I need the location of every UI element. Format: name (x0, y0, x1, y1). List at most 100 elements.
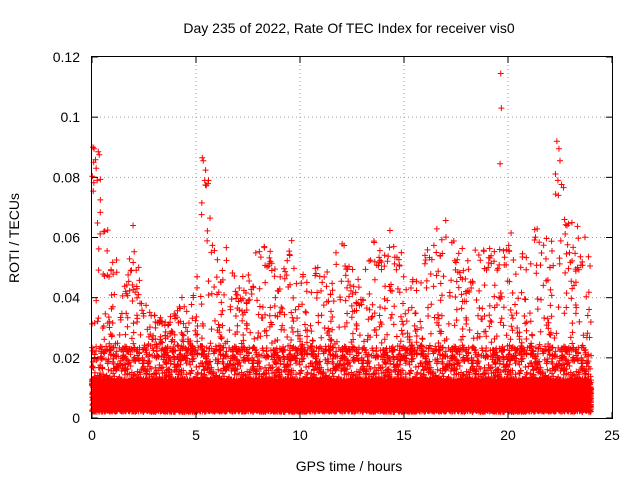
data-point (100, 228, 107, 235)
data-point (97, 209, 104, 216)
data-point (108, 267, 115, 274)
data-point (239, 317, 246, 324)
data-point (218, 299, 225, 306)
data-point (207, 215, 214, 222)
data-point (219, 267, 226, 274)
data-point (100, 323, 107, 330)
data-point (104, 227, 111, 234)
data-point (130, 329, 137, 336)
data-point (214, 256, 221, 263)
data-point (124, 314, 131, 321)
data-point (151, 312, 158, 319)
data-point (252, 249, 259, 256)
data-point (223, 244, 230, 251)
data-point (91, 351, 98, 358)
data-point (97, 176, 104, 183)
data-point (111, 291, 118, 298)
data-point (194, 284, 201, 291)
data-point (101, 336, 108, 343)
data-point (137, 331, 144, 338)
data-point (215, 321, 222, 328)
data-point (109, 320, 116, 327)
data-point (217, 347, 224, 354)
data-point (240, 332, 247, 339)
data-point (198, 211, 205, 218)
data-point (209, 242, 216, 249)
data-point (98, 355, 105, 362)
data-point (130, 222, 137, 229)
data-point (109, 303, 116, 310)
data-point (171, 310, 178, 317)
data-point (99, 355, 106, 362)
data-point (257, 254, 264, 261)
data-point (101, 228, 108, 235)
data-point (202, 167, 209, 174)
data-point (256, 248, 263, 255)
data-point (114, 340, 121, 347)
data-point (213, 274, 220, 281)
data-point (129, 282, 136, 289)
data-point (193, 313, 200, 320)
data-point (105, 358, 112, 365)
data-point (126, 255, 133, 262)
data-point (95, 245, 102, 252)
data-point (113, 348, 120, 355)
data-point (254, 297, 261, 304)
data-point (89, 173, 96, 180)
data-point (254, 334, 261, 341)
data-point (244, 322, 251, 329)
data-point (255, 311, 262, 318)
data-point (204, 227, 211, 234)
data-point (248, 290, 255, 297)
chart-title: Day 235 of 2022, Rate Of TEC Index for r… (183, 20, 514, 36)
data-point (99, 365, 106, 372)
data-point (205, 292, 212, 299)
data-point (124, 323, 131, 330)
data-point (262, 279, 269, 286)
data-point (128, 335, 135, 342)
data-point (239, 273, 246, 280)
data-point (95, 267, 102, 274)
data-point (131, 248, 138, 255)
data-point (184, 328, 191, 335)
data-point (91, 369, 98, 376)
data-point (234, 322, 241, 329)
data-point (114, 363, 121, 370)
data-point (134, 315, 141, 322)
data-point (197, 293, 204, 300)
data-point (193, 331, 200, 338)
data-point (256, 303, 263, 310)
data-point (130, 320, 137, 327)
data-point (227, 306, 234, 313)
data-point (113, 269, 120, 276)
data-point (211, 284, 218, 291)
data-point (95, 315, 102, 322)
data-point (102, 310, 109, 317)
data-point (218, 311, 225, 318)
data-point (223, 257, 230, 264)
data-points (88, 70, 595, 415)
data-point (219, 307, 226, 314)
data-point (179, 337, 186, 344)
data-point (104, 247, 111, 254)
data-point (89, 358, 96, 365)
data-point (261, 244, 268, 251)
data-point (228, 296, 235, 303)
data-point (178, 294, 185, 301)
data-point (256, 285, 263, 292)
data-point (123, 310, 130, 317)
data-point (146, 309, 153, 316)
data-point (221, 291, 228, 298)
data-point (116, 331, 123, 338)
data-point (193, 363, 200, 370)
data-point (198, 335, 205, 342)
data-point (139, 307, 146, 314)
data-point (188, 301, 195, 308)
data-point (204, 237, 211, 244)
data-point (247, 329, 254, 336)
data-point (97, 230, 104, 237)
data-point (246, 277, 253, 284)
data-point (130, 259, 137, 266)
data-point (183, 360, 190, 367)
data-point (129, 297, 136, 304)
